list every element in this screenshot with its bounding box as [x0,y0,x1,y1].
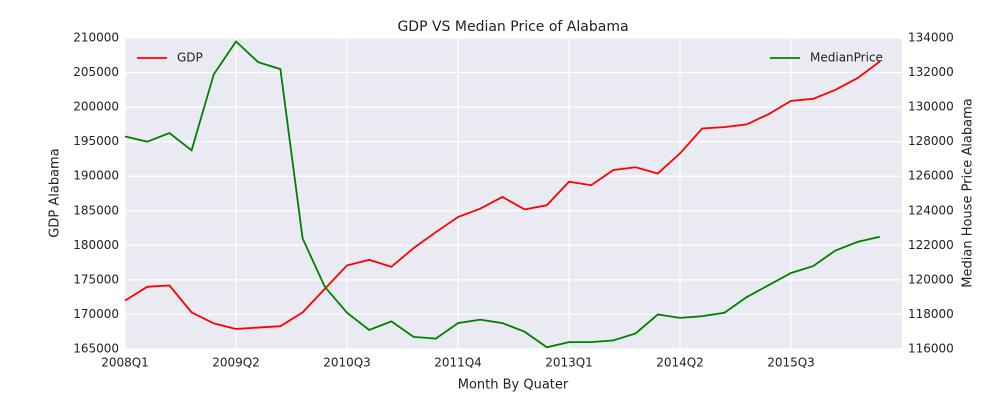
x-tick-label: 2009Q2 [212,356,260,370]
y2-tick-label: 120000 [908,272,954,286]
y2-tick-label: 118000 [908,307,954,321]
y-tick-label: 190000 [73,169,119,183]
y-tick-label: 195000 [73,134,119,148]
y2-tick-label: 126000 [908,169,954,183]
x-tick-label: 2014Q2 [656,356,704,370]
y-tick-label: 165000 [73,342,119,356]
legend-label: MedianPrice [810,51,883,65]
y2-tick-label: 130000 [908,100,954,114]
x-tick-label: 2011Q4 [434,356,482,370]
legend-label: GDP [177,51,203,65]
x-tick-label: 2010Q3 [323,356,371,370]
y2-tick-label: 128000 [908,134,954,148]
y2-tick-label: 124000 [908,203,954,217]
chart-title: GDP VS Median Price of Alabama [397,19,628,35]
line [124,60,881,330]
plot-background [125,38,902,349]
x-tick-label: 2008Q1 [101,356,149,370]
y2-tick-label: 122000 [908,238,954,252]
y2-tick-label: 132000 [908,65,954,79]
y-tick-label: 175000 [73,272,119,286]
y2-tick-label: 116000 [908,342,954,356]
x-tick-label: 2013Q1 [545,356,593,370]
y-tick-label: 205000 [73,65,119,79]
x-axis-label: Month By Quater [458,378,569,393]
y-tick-label: 170000 [73,307,119,321]
y-tick-label: 185000 [73,203,119,217]
y-tick-label: 180000 [73,238,119,252]
x-tick-label: 2015Q3 [767,356,815,370]
y2-tick-label: 134000 [908,31,954,45]
y-tick-label: 200000 [73,100,119,114]
line [124,40,881,349]
y-tick-label: 210000 [73,31,119,45]
y2-axis-label: Median House Price Alabama [961,98,976,287]
y-axis-label: GDP Alabama [48,148,63,237]
